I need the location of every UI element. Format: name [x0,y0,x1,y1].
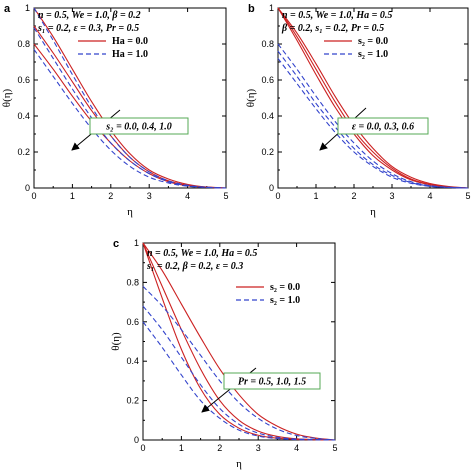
series-line-6 [142,321,336,441]
x-tick-label: 3 [389,191,394,201]
parameter-text: n = 0.5, We = 1.0, Ha = 0.5 [147,248,257,259]
x-axis-label: η [370,206,376,218]
series-line-1 [142,242,336,441]
series-line-3 [142,242,336,441]
x-tick-label: 1 [179,443,184,453]
y-axis-label: θ(η) [1,88,13,107]
x-tick-label: 4 [185,191,190,201]
x-tick-label: 3 [147,191,152,201]
legend-entry: s₂ = 0.0 [358,36,388,47]
annotation-text: Pr = 0.5, 1.0, 1.5 [238,377,306,388]
annotation-text: s₂ = 0.0, 0.4, 1.0 [105,122,172,133]
y-tick-label: 0.6 [261,75,274,85]
series-line-2 [277,7,469,189]
y-tick-label: 0.4 [261,111,274,121]
x-tick-label: 0 [140,443,145,453]
series-line-5 [277,50,469,189]
series-line-6 [277,58,469,189]
parameter-text: s₁ = 0.2, β = 0.2, ε = 0.3 [146,261,243,272]
x-tick-label: 5 [223,191,228,201]
x-tick-label: 4 [427,191,432,201]
y-tick-label: 0 [25,183,30,193]
x-tick-label: 2 [217,443,222,453]
y-tick-label: 0.8 [126,277,139,287]
series-line-3 [33,43,227,189]
x-axis-label: η [236,458,242,470]
y-tick-label: 0.8 [17,39,30,49]
x-tick-label: 5 [465,191,470,201]
y-tick-label: 0.6 [126,317,139,327]
legend-entry: s₂ = 1.0 [358,49,388,60]
y-axis-label: θ(η) [245,88,257,107]
annotation-box [89,117,189,135]
series-line-2 [142,242,336,441]
x-tick-label: 1 [70,191,75,201]
legend-entry: Ha = 1.0 [112,49,148,60]
parameter-text: β = 0.2, s₁ = 0.2, Pr = 0.5 [281,23,384,34]
x-tick-label: 3 [256,443,261,453]
parameter-text: n = 0.5, We = 1.0, β = 0.2 [38,10,141,21]
series-line-1 [277,7,469,189]
y-tick-label: 0 [269,183,274,193]
series-line-3 [277,7,469,189]
y-tick-label: 0.2 [261,147,274,157]
legend-entry: s₂ = 0.0 [270,282,300,293]
y-tick-label: 1 [269,3,274,13]
x-tick-label: 2 [108,191,113,201]
parameter-text: s₁ = 0.2, ε = 0.3, Pr = 0.5 [37,23,139,34]
y-tick-label: 0.4 [126,356,139,366]
y-tick-label: 0.2 [126,396,139,406]
y-tick-label: 0.6 [17,75,30,85]
panel-label: a [4,3,11,15]
y-tick-label: 0 [134,435,139,445]
y-tick-label: 0.8 [261,39,274,49]
parameter-text: n = 0.5, We = 1.0, Ha = 0.5 [282,10,392,21]
series-line-4 [142,285,336,441]
legend-entry: s₂ = 1.0 [270,295,300,306]
chart-panel-c: 0 1 2 3 4 5 0 0.2 0.4 0.6 0.8 1 η θ(η) c n = 0.5, We = … [110,238,338,470]
y-axis-label: θ(η) [110,332,122,351]
series-line-1 [33,7,227,189]
y-tick-label: 0.2 [17,147,30,157]
x-tick-label: 0 [31,191,36,201]
annotation-text: ε = 0.0, 0.3, 0.6 [352,122,414,133]
y-tick-label: 1 [25,3,30,13]
legend-entry: Ha = 0.0 [112,36,148,47]
y-tick-label: 0.4 [17,111,30,121]
x-tick-label: 0 [275,191,280,201]
x-axis-label: η [127,206,133,218]
y-tick-label: 1 [134,238,139,248]
chart-panel-a: 0 1 2 3 4 5 0 0.2 0.4 0.6 0.8 1 η θ(η) a n = 0.5, We = … [1,3,229,218]
panel-label: c [113,238,119,250]
panel-label: b [248,3,255,15]
annotation-box [337,117,429,135]
plot-frame [277,7,469,189]
chart-panel-b: 0 1 2 3 4 5 0 0.2 0.4 0.6 0.8 1 η θ(η) b n = 0.5, We = … [245,3,471,218]
annotation-box [223,372,321,390]
plot-frame [142,242,336,441]
x-tick-label: 1 [313,191,318,201]
x-tick-label: 2 [351,191,356,201]
x-tick-label: 5 [332,443,337,453]
series-line-6 [33,49,227,189]
x-tick-label: 4 [294,443,299,453]
